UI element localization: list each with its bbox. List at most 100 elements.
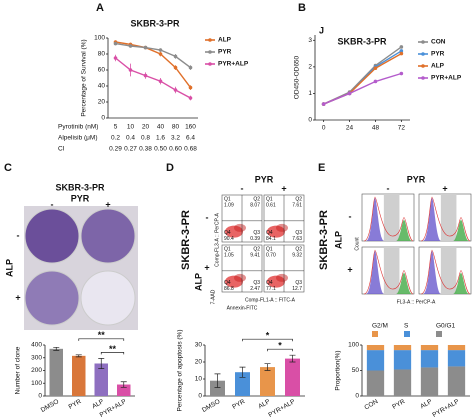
g1-peak — [366, 198, 384, 241]
row-value: 0.60 — [169, 146, 182, 153]
legend-swatch — [436, 331, 442, 337]
row-value: 0.27 — [124, 146, 137, 153]
x-tick-label: CON — [363, 398, 379, 411]
y-axis-label: OD450-OD650 — [294, 55, 301, 99]
legend-label: ALP — [431, 63, 445, 70]
marker — [158, 79, 163, 83]
marker — [188, 85, 193, 90]
marker — [399, 45, 404, 49]
marker — [321, 102, 326, 106]
panel-letter: E — [318, 162, 325, 174]
fit-curve — [363, 196, 414, 242]
row-value: 0.50 — [154, 146, 167, 153]
y-tick-label: 100 — [348, 342, 359, 349]
row-value: 0.68 — [184, 146, 197, 153]
significance-label: * — [266, 331, 270, 341]
x-axis-label: Pyrotinib (nM) — [58, 124, 98, 131]
marker — [188, 96, 193, 100]
row-label: Alpelisib (μM) — [58, 135, 98, 142]
y-tick-label: 3 — [308, 37, 312, 44]
fit-curve — [363, 249, 414, 295]
quadrant-value: 77.1 — [266, 286, 276, 292]
gate-region — [440, 247, 457, 294]
col-label: + — [281, 183, 286, 193]
y-tick-label: 200 — [31, 367, 42, 374]
significance-bracket — [267, 348, 293, 352]
y-tick-label: 30 — [195, 342, 203, 349]
legend-swatch — [421, 40, 425, 44]
bar — [117, 384, 131, 396]
quadrant-name: Q1 — [266, 246, 273, 252]
marker — [347, 91, 352, 96]
quadrant-gate — [264, 195, 304, 242]
y-tick-label: 40 — [98, 83, 106, 90]
y-tick-label: 2 — [308, 64, 312, 71]
col-label: - — [241, 183, 244, 193]
quadrant-value: 9.32 — [292, 252, 302, 258]
series-line — [115, 41, 192, 89]
marker — [113, 56, 118, 60]
panel-letter: A — [96, 2, 104, 14]
y-tick-label: 80 — [98, 51, 106, 58]
quadrant-name: Q3 — [253, 230, 260, 236]
col-label: - — [387, 183, 390, 193]
row-value: 0.29 — [109, 146, 122, 153]
fit-curve — [420, 249, 471, 295]
side-title: SKBR-3-PR — [180, 210, 192, 270]
group-label: PYR — [71, 193, 90, 203]
row-value: 3.2 — [171, 135, 180, 142]
group-label: PYR — [407, 174, 426, 184]
flow-y-label: 7-AAD — [210, 289, 216, 304]
quadrant-name: Q4 — [266, 280, 273, 286]
bar-segment — [420, 345, 439, 351]
x-tick-label: PYR+ALP — [431, 398, 460, 419]
marker — [399, 49, 404, 53]
significance-bracket — [100, 352, 125, 355]
bar-segment — [366, 345, 385, 351]
fit-curve — [420, 196, 471, 242]
x-tick-label: 10 — [127, 124, 135, 131]
quadrant-value: 7.63 — [292, 236, 302, 242]
legend-swatch — [421, 52, 425, 56]
bar-segment — [366, 350, 385, 371]
side-title: SKBR-3-PR — [318, 210, 330, 270]
row-label: CI — [58, 146, 65, 153]
y-axis-label: Number of clone — [15, 346, 22, 394]
quadrant-name: Q2 — [295, 246, 302, 252]
x-tick-label: 5 — [114, 124, 118, 131]
legend-swatch — [208, 50, 212, 54]
quadrant-value: 1.09 — [224, 202, 234, 208]
quadrant-value: 9.41 — [250, 252, 260, 258]
row-label: ALP — [4, 259, 14, 277]
bar-segment — [366, 370, 385, 396]
y-tick-label: 0 — [101, 115, 105, 122]
col-label: + — [442, 183, 447, 193]
quadrant-value: 1.05 — [224, 252, 234, 258]
panel-letter: D — [166, 162, 174, 174]
legend-label: ALP — [218, 37, 232, 44]
marker — [128, 44, 133, 48]
dish — [24, 208, 80, 264]
gate-region — [383, 247, 400, 294]
group-label: PYR — [255, 174, 274, 184]
x-tick-label: DMSO — [40, 398, 60, 414]
significance-label: * — [278, 341, 282, 351]
quadrant-name: Q1 — [224, 196, 231, 202]
x-tick-label: PYR — [231, 398, 246, 411]
significance-label: ** — [98, 330, 106, 340]
cell-cloud — [234, 273, 246, 282]
flow-x-label: Comp-FL1-A :: FITC-A — [245, 297, 296, 303]
y-tick-label: 0 — [198, 393, 202, 400]
x-tick-label: ALP — [257, 398, 271, 410]
error-bar — [264, 363, 271, 371]
bar-segment — [420, 367, 439, 396]
row-label: ALP — [193, 273, 203, 291]
row-value: - — [17, 230, 20, 240]
y-axis-label: Percentage of apoptosis (%) — [177, 329, 184, 411]
marker — [373, 79, 378, 84]
series-line — [115, 57, 191, 99]
annotation: J — [319, 25, 324, 35]
bar-segment — [393, 345, 412, 351]
y-tick-label: 50 — [352, 367, 360, 374]
error-bar — [120, 381, 127, 388]
